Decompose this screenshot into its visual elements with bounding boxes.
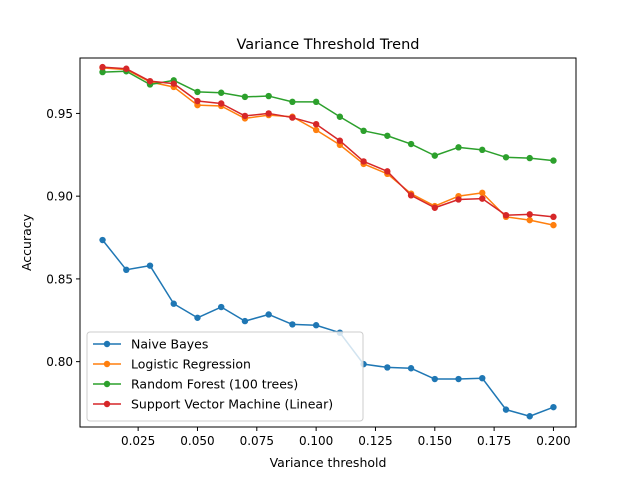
data-point [146,262,154,269]
legend-box [86,331,364,422]
data-point [431,375,438,383]
legend-item: Random Forest (100 trees) [93,377,298,392]
data-point [218,303,225,311]
y-tick-label: 0.85 [46,272,73,286]
x-tick-label: 0.025 [121,434,155,448]
legend-marker [103,400,111,408]
data-point [312,126,320,134]
data-point [99,63,106,71]
x-tick-label: 0.100 [299,434,333,448]
data-point [194,314,201,321]
data-point [526,216,533,224]
y-tick-label: 0.80 [46,355,73,369]
data-point [384,132,391,139]
data-point [289,114,296,121]
data-point [455,375,462,383]
legend-marker [103,360,111,368]
data-point [360,158,367,165]
data-point [502,211,510,219]
series-line [102,70,554,162]
data-point [241,93,249,101]
data-point [289,321,296,328]
data-point [384,364,391,371]
data-point [336,137,344,144]
data-point [123,65,130,72]
data-point [218,100,225,107]
data-point [312,322,320,329]
y-tick-label: 0.95 [46,107,73,121]
series-4 [99,63,557,221]
legend-item: Naive Bayes [93,337,208,352]
data-point [479,374,486,382]
legend-label: Logistic Regression [131,357,251,372]
legend-label: Random Forest (100 trees) [131,377,298,392]
legend-item: Support Vector Machine (Linear) [93,397,333,412]
data-point [170,300,177,307]
data-point [550,221,557,229]
legend-label: Support Vector Machine (Linear) [131,397,333,412]
data-point [312,98,320,106]
data-point [241,112,249,120]
data-point [407,140,415,148]
data-point [550,403,557,411]
chart-title: Variance Threshold Trend [237,37,420,53]
data-point [431,204,438,211]
data-point [455,196,462,203]
data-point [123,266,130,274]
data-point [384,168,391,175]
data-point [194,97,201,105]
data-point [526,154,533,162]
data-point [265,311,272,318]
data-point [99,236,106,244]
data-point [502,154,510,161]
legend: Naive Bayes Logistic Regression Random For… [86,331,364,422]
legend-item: Logistic Regression [93,357,251,372]
data-point [360,127,367,135]
series-line [102,66,554,218]
data-point [431,152,438,159]
data-point [407,365,415,372]
data-point [407,192,415,199]
data-point [526,211,533,218]
data-point [479,195,486,202]
data-point [550,213,557,221]
legend-marker [103,380,111,388]
data-point [336,113,344,120]
series-line [102,67,554,226]
data-point [502,406,510,413]
x-tick-label: 0.125 [358,434,392,448]
data-point [99,68,106,76]
y-axis-label: Accuracy [19,213,34,271]
data-point [146,77,154,85]
data-point [550,157,557,164]
data-point [526,413,533,420]
x-tick-label: 0.050 [180,434,214,448]
series-line [101,239,554,417]
x-tick-label: 0.150 [418,434,452,448]
legend-label: Naive Bayes [131,337,208,352]
x-tick-label: 0.175 [477,434,511,448]
data-point [265,110,272,117]
data-point [289,98,296,106]
x-axis-label: Variance threshold [270,455,387,470]
data-point [170,80,177,87]
y-tick-label: 0.90 [46,190,73,204]
data-point [241,317,249,325]
axes-frame [79,57,577,428]
x-tick-label: 0.200 [536,434,570,448]
data-point [479,146,486,154]
x-tick-label: 0.075 [240,434,274,448]
data-point [218,89,225,96]
data-point [194,88,201,96]
data-point [312,120,320,128]
ticks-group: 0.025 0.050 0.075 0.100 0.125 0.150 0.175 0.200… [46,107,570,448]
data-point [479,189,486,197]
data-point [455,144,462,151]
data-point [265,92,272,100]
legend-marker [103,340,111,348]
